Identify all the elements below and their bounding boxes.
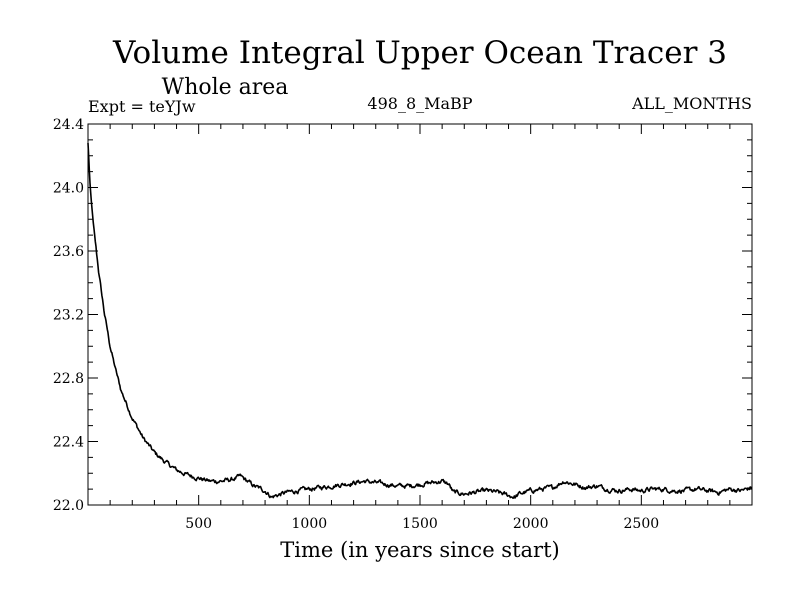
x-tick-label: 2000 [513,516,549,532]
y-tick-label: 22.4 [53,435,84,451]
experiment-label: Expt = teYJw [88,97,196,116]
chart-title: Volume Integral Upper Ocean Tracer 3 [112,35,727,71]
x-tick-label: 500 [185,516,212,532]
series-layer [87,142,753,499]
y-tick-label: 22.8 [53,371,84,387]
y-tick-label: 24.0 [53,181,84,197]
period-label: 498_8_MaBP [367,94,472,113]
tick-labels: 500 1000 1500 2000 2500 22.0 22.4 22.8 23.2 23.6 2… [53,117,659,532]
y-tick-label: 22.0 [53,498,84,514]
series-line [87,142,753,499]
plot-frame [87,123,753,506]
x-tick-label: 1500 [402,516,438,532]
chart-subtitle: Whole area [162,75,289,100]
y-tick-label: 24.4 [53,117,84,133]
months-label: ALL_MONTHS [631,94,752,113]
x-axis-label: Time (in years since start) [280,538,559,562]
x-tick-label: 2500 [624,516,660,532]
y-tick-label: 23.2 [53,308,84,324]
y-tick-label: 23.6 [53,244,84,260]
x-tick-label: 1000 [292,516,328,532]
